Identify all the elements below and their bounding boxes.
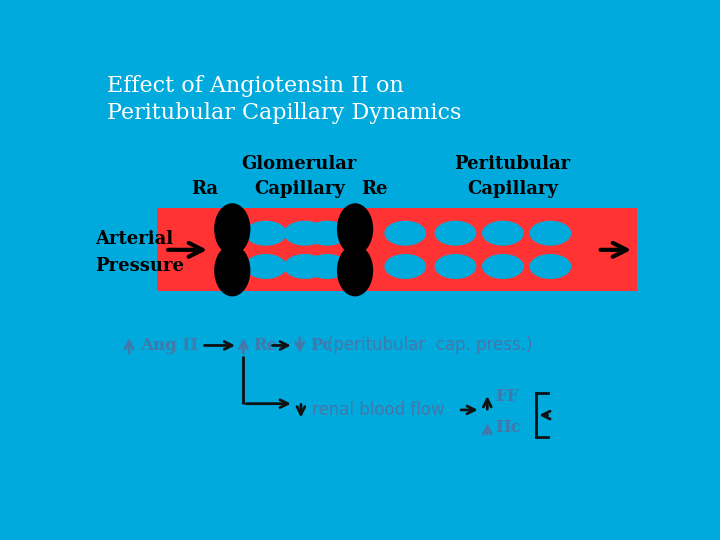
Text: (peritubular  cap. press.): (peritubular cap. press.) bbox=[327, 336, 533, 354]
Text: Peritubular: Peritubular bbox=[454, 155, 571, 173]
Ellipse shape bbox=[337, 245, 373, 296]
Ellipse shape bbox=[284, 254, 325, 279]
Ellipse shape bbox=[284, 221, 325, 246]
Text: Ang II: Ang II bbox=[140, 337, 198, 354]
Ellipse shape bbox=[435, 221, 477, 246]
Ellipse shape bbox=[529, 221, 571, 246]
Ellipse shape bbox=[245, 221, 287, 246]
Bar bbox=[157, 208, 636, 292]
Text: Re: Re bbox=[253, 337, 278, 354]
Text: Effect of Angiotensin II on: Effect of Angiotensin II on bbox=[107, 75, 403, 97]
Text: Πc: Πc bbox=[495, 419, 521, 436]
Text: Peritubular Capillary Dynamics: Peritubular Capillary Dynamics bbox=[107, 102, 461, 124]
Text: Capillary: Capillary bbox=[467, 180, 558, 198]
Ellipse shape bbox=[245, 254, 287, 279]
Text: Pc: Pc bbox=[310, 337, 333, 354]
Ellipse shape bbox=[214, 203, 251, 255]
Text: Arterial: Arterial bbox=[96, 231, 174, 248]
Ellipse shape bbox=[384, 221, 426, 246]
Text: Capillary: Capillary bbox=[254, 180, 345, 198]
Text: Glomerular: Glomerular bbox=[242, 155, 357, 173]
Ellipse shape bbox=[306, 221, 348, 246]
Text: renal blood flow: renal blood flow bbox=[312, 401, 445, 419]
Ellipse shape bbox=[482, 254, 524, 279]
Text: FF: FF bbox=[495, 388, 518, 404]
Text: Pressure: Pressure bbox=[96, 258, 184, 275]
Ellipse shape bbox=[306, 254, 348, 279]
Ellipse shape bbox=[214, 245, 251, 296]
Ellipse shape bbox=[529, 254, 571, 279]
Ellipse shape bbox=[337, 203, 373, 255]
Text: Re: Re bbox=[361, 180, 387, 198]
Text: Ra: Ra bbox=[192, 180, 218, 198]
Ellipse shape bbox=[482, 221, 524, 246]
Ellipse shape bbox=[435, 254, 477, 279]
Ellipse shape bbox=[384, 254, 426, 279]
